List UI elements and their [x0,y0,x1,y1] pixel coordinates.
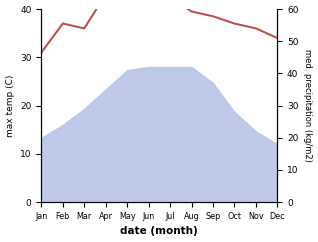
Y-axis label: med. precipitation (kg/m2): med. precipitation (kg/m2) [303,49,313,162]
Y-axis label: max temp (C): max temp (C) [5,75,15,137]
X-axis label: date (month): date (month) [121,227,198,236]
